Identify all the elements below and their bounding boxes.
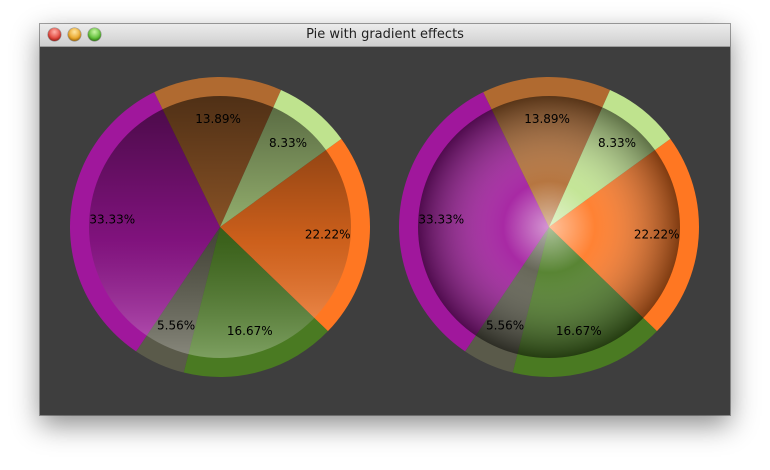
pie-gradient-overlay [418, 96, 680, 358]
slice-label: 8.33% [269, 136, 307, 150]
title-bar[interactable]: Pie with gradient effects [40, 24, 730, 47]
window-controls [48, 28, 101, 41]
close-button[interactable] [48, 28, 61, 41]
slice-label: 22.22% [305, 228, 351, 242]
pie-2: 22.22% 16.67% 5.56% 33.33% 13.89% 8.33% [398, 76, 699, 377]
slice-label: 33.33% [89, 212, 135, 226]
slice-label: 16.67% [556, 324, 602, 338]
zoom-button[interactable] [88, 28, 101, 41]
slice-label: 16.67% [227, 324, 273, 338]
pie-charts: 22.22%16.67%5.56%33.33%13.89%8.33%22.22%… [69, 76, 699, 377]
minimize-button[interactable] [68, 28, 81, 41]
app-window: Pie with gradient effects 22.22% 16.67% 5.… [40, 24, 730, 415]
slice-label: 5.56% [486, 319, 524, 333]
window-title: Pie with gradient effects [306, 27, 464, 42]
pie-1: 22.22% 16.67% 5.56% 33.33% 13.89% 8.33% [69, 76, 370, 377]
slice-label: 13.89% [195, 112, 241, 126]
slice-label: 33.33% [418, 212, 464, 226]
pie-gradient-overlay [89, 96, 351, 358]
slice-label: 8.33% [598, 136, 636, 150]
slice-label: 5.56% [157, 319, 195, 333]
slice-label: 22.22% [634, 228, 680, 242]
slice-label: 13.89% [524, 112, 570, 126]
